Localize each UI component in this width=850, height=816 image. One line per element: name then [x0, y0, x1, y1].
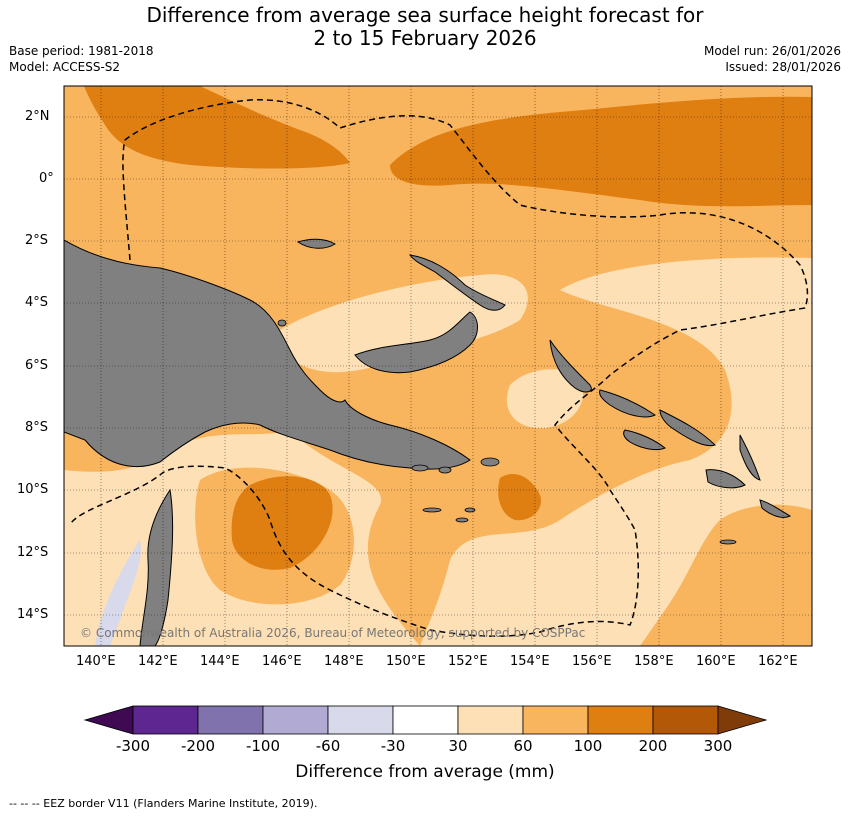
land-new-britain [354, 311, 478, 374]
land-solomon-1 [599, 389, 656, 418]
lat-label: 2°N [25, 109, 50, 124]
title-line-2: 2 to 15 February 2026 [313, 26, 537, 50]
land-solomon-2 [659, 409, 716, 447]
colorbar-bin [392, 705, 459, 735]
contour-30-60-central [280, 274, 528, 373]
colorbar-tick-label: -30 [380, 737, 406, 755]
lon-label: 154°E [510, 654, 550, 669]
land-new-guinea [64, 239, 471, 470]
colorbar-tick-label: 100 [573, 737, 603, 755]
lat-label: 12°S [17, 545, 49, 560]
land-solomon-5 [705, 469, 746, 489]
land-manus [296, 238, 336, 249]
colorbar [83, 705, 768, 735]
eez-border [69, 99, 809, 637]
lat-label: 6°S [25, 358, 49, 373]
model-run: Model run: 26/01/2026 [703, 44, 841, 58]
graticule [64, 86, 812, 646]
land-new-ireland [408, 254, 506, 311]
colorbar-title: Difference from average (mm) [295, 762, 555, 782]
land-solomon-4 [739, 434, 761, 481]
colorbar-tick-label: 200 [638, 737, 668, 755]
lon-label: 146°E [262, 654, 302, 669]
map-frame [63, 85, 813, 647]
colorbar-bin [522, 705, 589, 735]
colorbar-bin [652, 705, 719, 735]
land-small-islands [277, 319, 737, 545]
contour-100-200-south [231, 476, 333, 570]
lon-label: 144°E [200, 654, 240, 669]
lat-label: 0° [39, 171, 54, 186]
colorbar-tick-label: 60 [513, 737, 533, 755]
lon-label: 160°E [696, 654, 736, 669]
land-solomon-6 [759, 499, 792, 518]
colorbar-tick-label: -100 [245, 737, 281, 755]
colorbar-extend-low [83, 705, 134, 735]
lon-label: 156°E [572, 654, 612, 669]
colorbar-tick-label: -200 [180, 737, 216, 755]
land-cape-york [139, 488, 174, 646]
issued-date: Issued: 28/01/2026 [725, 60, 841, 74]
lon-label: 162°E [758, 654, 798, 669]
contour-100-200-northwest [84, 86, 350, 169]
contour-30-60-island [506, 369, 584, 429]
land-solomon-3 [623, 429, 666, 451]
lat-label: 2°S [25, 233, 49, 248]
lat-label: 4°S [25, 295, 49, 310]
colorbar-bin [327, 705, 394, 735]
colorbar-tick-label: 30 [448, 737, 468, 755]
lat-label: 8°S [25, 420, 49, 435]
colorbar-extend-high [717, 705, 768, 735]
lon-label: 152°E [448, 654, 488, 669]
contour-100-200-small [498, 474, 541, 521]
colorbar-tick-label: -60 [315, 737, 341, 755]
colorbar-tick-label: 300 [703, 737, 733, 755]
colorbar-bin [132, 705, 199, 735]
colorbar-bin [587, 705, 654, 735]
title-line-1: Difference from average sea surface heig… [146, 3, 704, 27]
land-bougainville [549, 339, 592, 393]
lat-label: 10°S [17, 482, 49, 497]
lon-label: 148°E [324, 654, 364, 669]
lon-label: 158°E [634, 654, 674, 669]
colorbar-tick-label: -300 [115, 737, 151, 755]
lat-label: 14°S [17, 607, 49, 622]
contour-30-60-east [420, 257, 812, 646]
map-area [64, 86, 812, 646]
colorbar-bin [457, 705, 524, 735]
eez-legend-note: -- -- -- EEZ border V11 (Flanders Marine… [9, 797, 318, 810]
copyright-note: © Commonwealth of Australia 2026, Bureau… [80, 626, 585, 640]
colorbar-bin [197, 705, 264, 735]
contour-negative [95, 540, 141, 646]
base-period: Base period: 1981-2018 [9, 44, 154, 58]
model-name: Model: ACCESS-S2 [9, 60, 121, 74]
lon-label: 142°E [138, 654, 178, 669]
colorbar-bin [262, 705, 329, 735]
lon-label: 140°E [76, 654, 116, 669]
lon-label: 150°E [386, 654, 426, 669]
